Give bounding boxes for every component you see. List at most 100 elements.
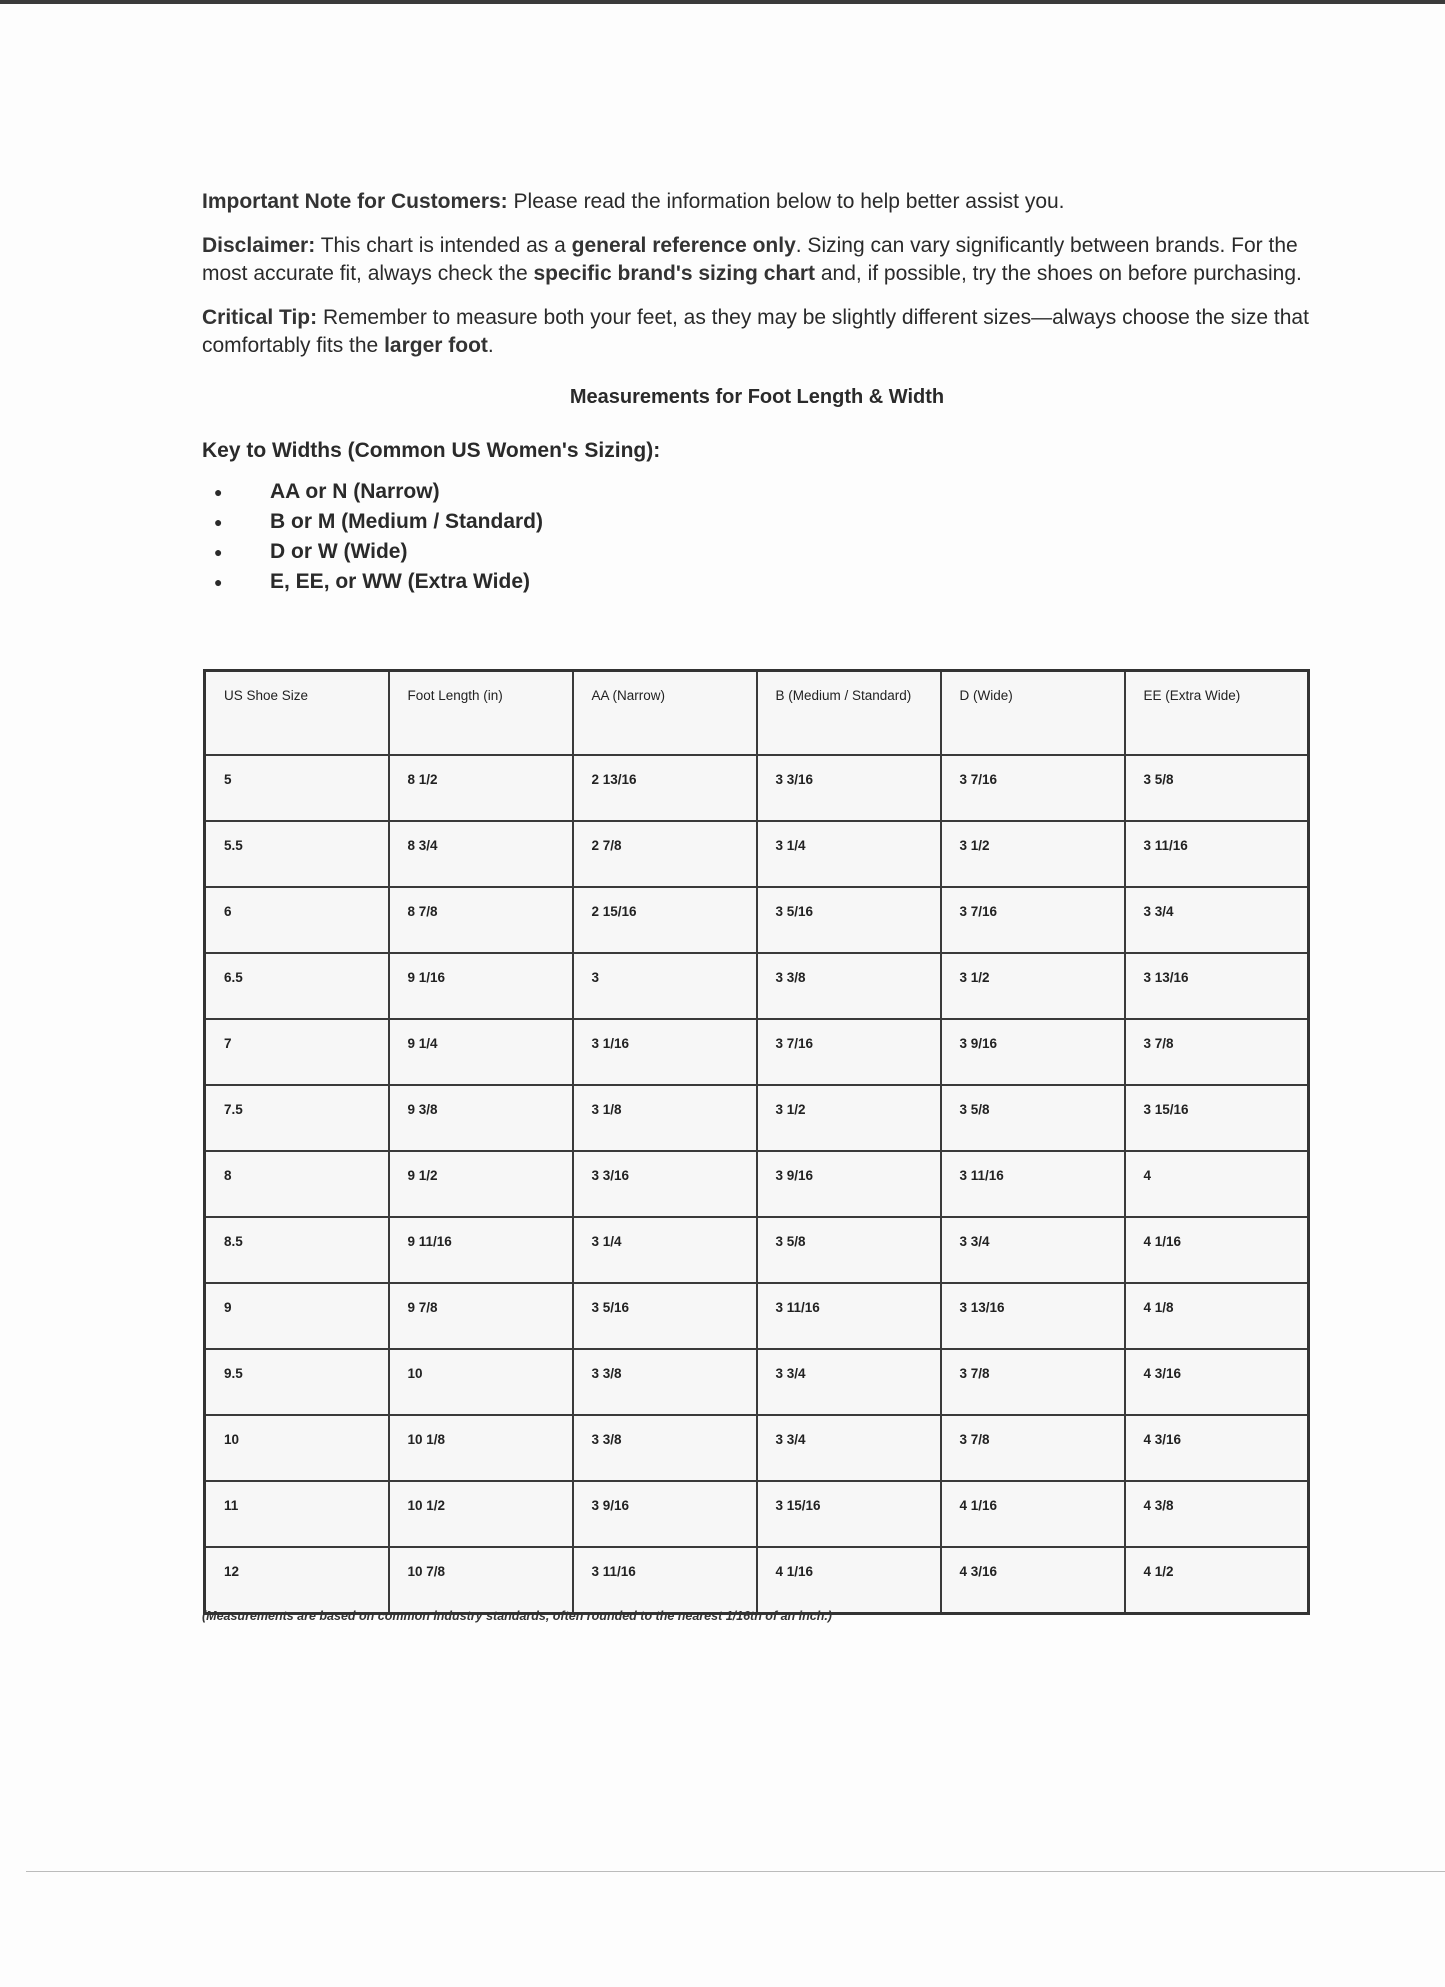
column-header: EE (Extra Wide) [1123, 669, 1310, 756]
table-cell: 3 5/16 [571, 1282, 758, 1350]
table-row: 10 10 1/8 3 3/8 3 3/4 3 7/8 4 3/16 [203, 1414, 1310, 1482]
table-cell: 3 5/16 [755, 886, 942, 954]
table-cell: 5 [203, 754, 390, 822]
table-cell: 3 7/16 [755, 1018, 942, 1086]
table-cell: 3 7/8 [939, 1348, 1126, 1416]
table-cell: 3 7/8 [1123, 1018, 1310, 1086]
table-cell: 4 3/16 [939, 1546, 1126, 1615]
table-cell: 3 5/8 [939, 1084, 1126, 1152]
table-cell: 3 9/16 [939, 1018, 1126, 1086]
tip-label: Critical Tip: [202, 306, 318, 329]
table-cell: 3 [571, 952, 758, 1020]
table-cell: 4 [1123, 1150, 1310, 1218]
table-cell: 12 [203, 1546, 390, 1615]
table-cell: 3 3/4 [1123, 886, 1310, 954]
table-cell: 3 3/8 [571, 1348, 758, 1416]
table-cell: 8 1/2 [387, 754, 574, 822]
column-header: AA (Narrow) [571, 669, 758, 756]
table-cell: 10 1/2 [387, 1480, 574, 1548]
table-cell: 3 15/16 [1123, 1084, 1310, 1152]
table-cell: 4 1/16 [1123, 1216, 1310, 1284]
table-cell: 5.5 [203, 820, 390, 888]
table-cell: 7.5 [203, 1084, 390, 1152]
table-cell: 4 3/8 [1123, 1480, 1310, 1548]
table-cell: 3 11/16 [755, 1282, 942, 1350]
table-cell: 7 [203, 1018, 390, 1086]
table-cell: 3 3/16 [755, 754, 942, 822]
table-cell: 3 13/16 [1123, 952, 1310, 1020]
table-row: 7.5 9 3/8 3 1/8 3 1/2 3 5/8 3 15/16 [203, 1084, 1310, 1152]
size-chart-table: US Shoe Size Foot Length (in) AA (Narrow) B… [203, 669, 1310, 1615]
disclaimer-emphasis: general reference only [571, 234, 796, 257]
note-label: Important Note for Customers: [202, 190, 508, 213]
document-body: Important Note for Customers: Please rea… [202, 188, 1312, 597]
table-cell: 9 3/8 [387, 1084, 574, 1152]
table-cell: 10 1/8 [387, 1414, 574, 1482]
table-cell: 4 1/16 [939, 1480, 1126, 1548]
table-cell: 10 7/8 [387, 1546, 574, 1615]
table-cell: 3 5/8 [755, 1216, 942, 1284]
width-key-item: ● AA or N (Narrow) [214, 477, 1312, 507]
table-cell: 4 3/16 [1123, 1414, 1310, 1482]
table-cell: 8.5 [203, 1216, 390, 1284]
table-cell: 3 9/16 [571, 1480, 758, 1548]
table-cell: 3 3/4 [755, 1348, 942, 1416]
table-cell: 2 15/16 [571, 886, 758, 954]
disclaimer-emphasis: specific brand's sizing chart [533, 262, 816, 285]
disclaimer-text: and, if possible, try the shoes on befor… [815, 262, 1302, 285]
table-cell: 3 3/8 [571, 1414, 758, 1482]
table-row: 9.5 10 3 3/8 3 3/4 3 7/8 4 3/16 [203, 1348, 1310, 1416]
note-text: Please read the information below to hel… [507, 190, 1065, 213]
table-cell: 3 3/4 [939, 1216, 1126, 1284]
table-cell: 3 3/8 [755, 952, 942, 1020]
column-header: B (Medium / Standard) [755, 669, 942, 756]
table-cell: 3 1/16 [571, 1018, 758, 1086]
table-cell: 3 5/8 [1123, 754, 1310, 822]
section-title: Measurements for Foot Length & Width [569, 386, 945, 408]
table-cell: 8 3/4 [387, 820, 574, 888]
table-cell: 9 11/16 [387, 1216, 574, 1284]
table-cell: 4 1/8 [1123, 1282, 1310, 1350]
table-cell: 9 1/16 [387, 952, 574, 1020]
table-cell: 9 7/8 [387, 1282, 574, 1350]
disclaimer-text: . Sizing can vary significantly between … [202, 234, 1298, 285]
table-cell: 8 7/8 [387, 886, 574, 954]
table-row: 11 10 1/2 3 9/16 3 15/16 4 1/16 4 3/8 [203, 1480, 1310, 1548]
bullet-icon: ● [214, 514, 223, 530]
disclaimer-text: This chart is intended as a [315, 234, 572, 257]
width-key-label: B or M (Medium / Standard) [270, 510, 543, 533]
table-cell: 9 [203, 1282, 390, 1350]
table-row: 5.5 8 3/4 2 7/8 3 1/4 3 1/2 3 11/16 [203, 820, 1310, 888]
disclaimer: Disclaimer: This chart is intended as a … [202, 232, 1312, 288]
table-cell: 3 7/8 [939, 1414, 1126, 1482]
table-cell: 9 1/4 [387, 1018, 574, 1086]
table-cell: 3 3/4 [755, 1414, 942, 1482]
tip-text: . [487, 334, 494, 357]
width-key-item: ● E, EE, or WW (Extra Wide) [214, 567, 1312, 597]
table-cell: 3 7/16 [939, 886, 1126, 954]
scan-top-edge [0, 0, 1445, 4]
table-cell: 10 [203, 1414, 390, 1482]
table-cell: 4 1/2 [1123, 1546, 1310, 1615]
column-header: D (Wide) [939, 669, 1126, 756]
width-key-item: ● B or M (Medium / Standard) [214, 507, 1312, 537]
scan-bottom-edge [26, 1871, 1445, 1872]
table-cell: 3 1/4 [571, 1216, 758, 1284]
table-cell: 4 3/16 [1123, 1348, 1310, 1416]
table-cell: 3 1/8 [571, 1084, 758, 1152]
table-header-row: US Shoe Size Foot Length (in) AA (Narrow) B… [203, 669, 1310, 756]
table-cell: 9 1/2 [387, 1150, 574, 1218]
table-cell: 2 13/16 [571, 754, 758, 822]
table-cell: 3 11/16 [571, 1546, 758, 1615]
table-row: 8.5 9 11/16 3 1/4 3 5/8 3 3/4 4 1/16 [203, 1216, 1310, 1284]
width-key-label: D or W (Wide) [270, 540, 408, 563]
table-cell: 3 13/16 [939, 1282, 1126, 1350]
column-header: US Shoe Size [203, 669, 390, 756]
bullet-icon: ● [214, 544, 223, 560]
tip-emphasis: larger foot [384, 334, 488, 357]
table-row: 12 10 7/8 3 11/16 4 1/16 4 3/16 4 1/2 [203, 1546, 1310, 1615]
table-cell: 3 11/16 [939, 1150, 1126, 1218]
